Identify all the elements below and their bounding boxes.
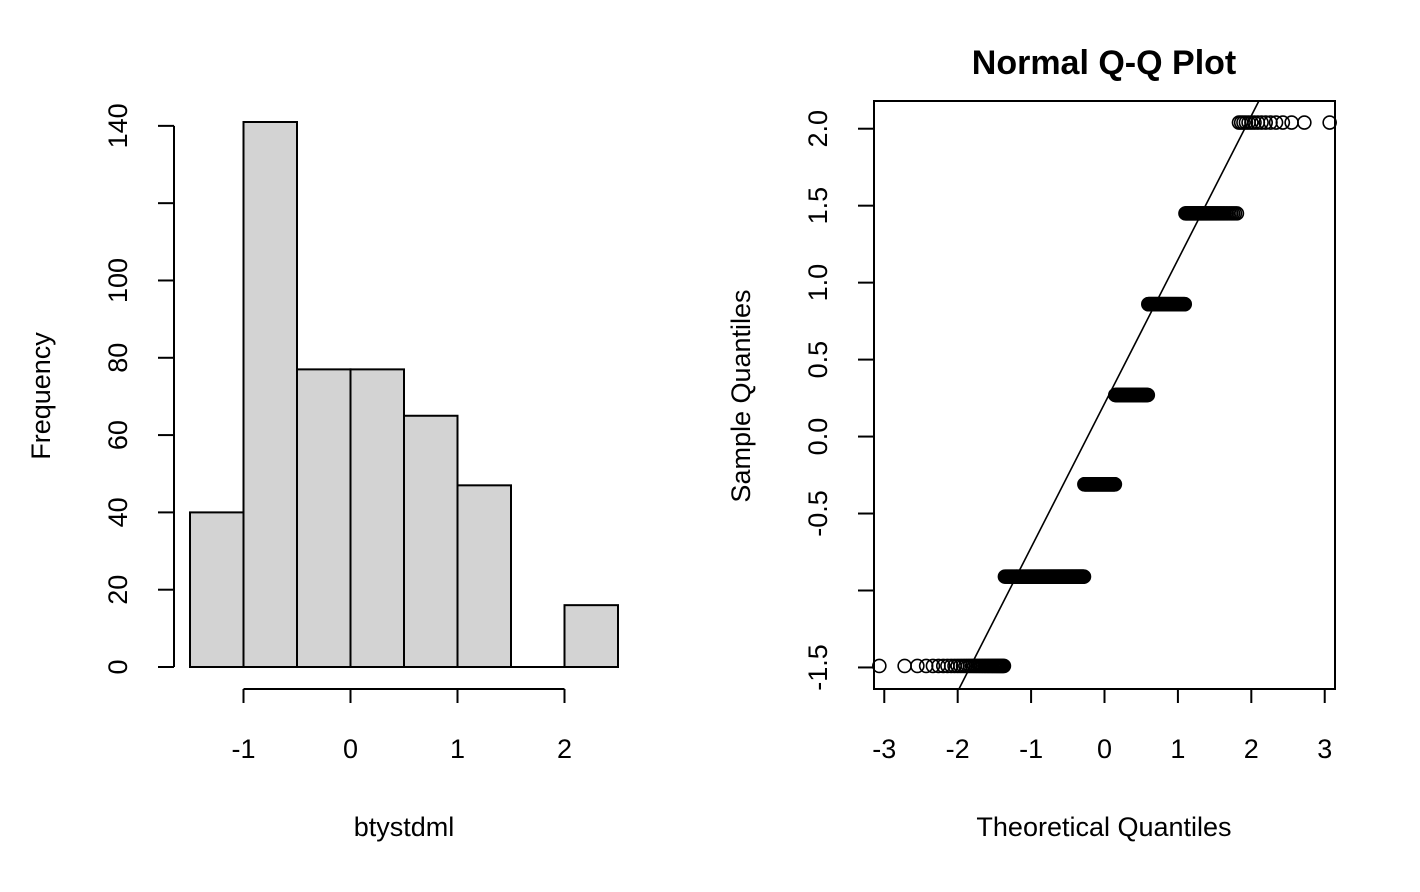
- qq-y-tick-label: 2.0: [803, 110, 833, 148]
- qq-x-tick-label: -3: [872, 734, 896, 764]
- qq-y-label: Sample Quantiles: [726, 289, 756, 502]
- histogram-y-tick-label: 80: [103, 343, 133, 373]
- qq-point: [1284, 115, 1299, 130]
- histogram-y-label: Frequency: [26, 332, 56, 460]
- histogram-y-tick-label: 40: [103, 497, 133, 527]
- qq-y-tick-label: 1.5: [803, 187, 833, 225]
- histogram-y-tick-label: 0: [103, 659, 133, 674]
- histogram-y-tick-label: 100: [103, 258, 133, 303]
- qq-plot-box: [873, 100, 1336, 690]
- qq-point: [1107, 476, 1123, 492]
- histogram-bar: [403, 414, 459, 668]
- qq-point: [872, 658, 887, 674]
- histogram-x-label: btystdml: [354, 812, 455, 842]
- qq-x-tick-label: 3: [1317, 734, 1332, 764]
- qq-x-tick-label: -1: [1019, 734, 1043, 764]
- qq-point: [1076, 569, 1092, 584]
- histogram-y-tick-label: 60: [103, 420, 133, 450]
- qq-point: [1322, 115, 1337, 130]
- histogram-x-tick-label: 2: [557, 734, 572, 764]
- histogram-bar: [349, 368, 405, 668]
- qq-point: [1268, 115, 1284, 130]
- qq-plot-chart: -3 -2 -1 0 1 2 3 -1.5 -0.5 0.0 0.5 1.0 1.5 2.0 Norma…: [726, 44, 1337, 842]
- qq-point: [1258, 115, 1274, 130]
- qq-y-axis: -1.5 -0.5 0.0 0.5 1.0 1.5 2.0: [803, 110, 874, 691]
- histogram-x-tick-label: 1: [450, 734, 465, 764]
- qq-point: [1177, 296, 1193, 312]
- qq-point: [925, 658, 941, 674]
- qq-y-tick-label: 0.5: [803, 341, 833, 379]
- qq-point: [1140, 387, 1156, 403]
- qq-point: [996, 658, 1012, 674]
- qq-point: [897, 658, 912, 674]
- histogram-y-axis: 0 20 40 60 80 100 140: [103, 103, 175, 675]
- qq-point: [1275, 115, 1291, 130]
- histogram-bar: [563, 604, 619, 668]
- qq-x-label: Theoretical Quantiles: [976, 812, 1231, 842]
- histogram-y-tick-label: 140: [103, 103, 133, 148]
- qq-x-tick-label: 1: [1170, 734, 1185, 764]
- histogram-bar: [242, 121, 298, 668]
- qq-x-tick-label: -2: [946, 734, 970, 764]
- histogram-bar: [189, 511, 245, 668]
- histogram-bar: [296, 368, 352, 668]
- histogram-bars: [189, 121, 619, 669]
- qq-x-axis: -3 -2 -1 0 1 2 3: [872, 689, 1332, 764]
- qq-y-tick-label: 1.0: [803, 264, 833, 302]
- histogram-bar: [456, 484, 512, 669]
- qq-y-tick-label: -0.5: [803, 490, 833, 537]
- qq-point: [1254, 115, 1269, 130]
- qq-x-tick-label: 0: [1097, 734, 1112, 764]
- histogram-x-tick-label: 0: [343, 734, 358, 764]
- qq-title: Normal Q-Q Plot: [972, 44, 1236, 82]
- histogram-x-axis: -1 0 1 2: [231, 688, 572, 764]
- qq-point: [1247, 115, 1262, 130]
- histogram-y-tick-label: 20: [103, 575, 133, 605]
- qq-points: [872, 115, 1337, 674]
- qq-y-tick-label: -1.5: [803, 644, 833, 691]
- qq-point: [1229, 206, 1245, 221]
- histogram-chart: -1 0 1 2 0 20 40 60 80 100 140 btystdml Frequency: [26, 103, 619, 842]
- qq-y-tick-label: 0.0: [803, 418, 833, 456]
- qq-x-tick-label: 2: [1244, 734, 1259, 764]
- qq-point: [1297, 115, 1312, 130]
- qq-point: [910, 658, 925, 674]
- qq-point: [943, 658, 959, 674]
- histogram-x-tick-label: -1: [231, 734, 255, 764]
- qq-point: [935, 658, 951, 674]
